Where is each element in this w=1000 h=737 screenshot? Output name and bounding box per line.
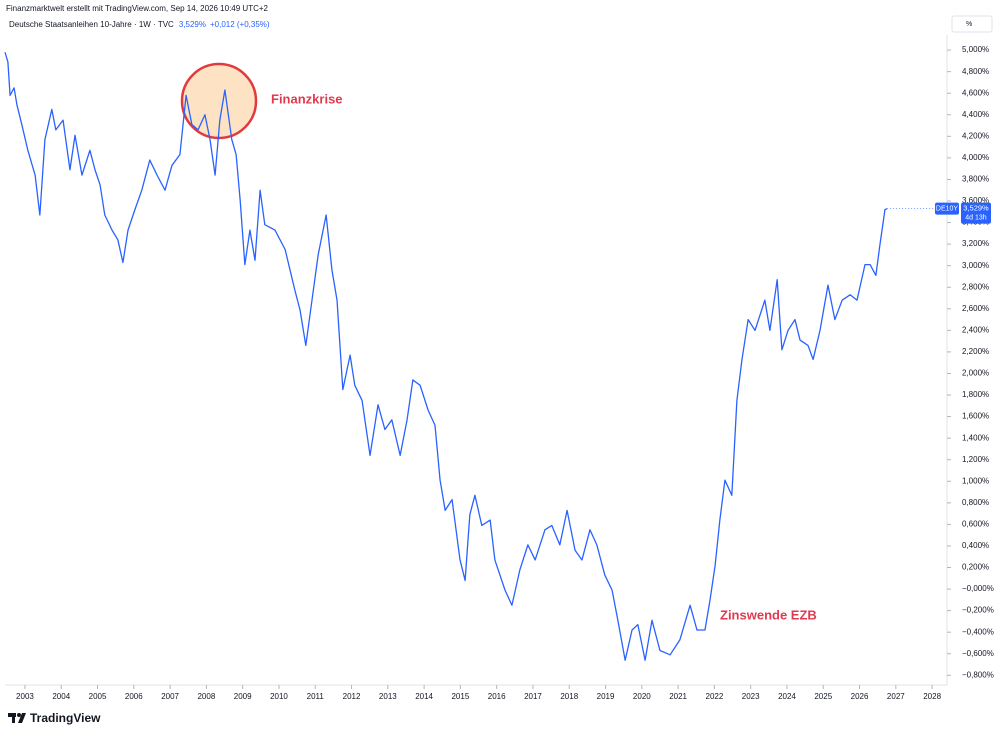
y-tick-label: 0,200% [962,563,989,572]
x-tick-label: 2004 [52,692,70,701]
x-tick-label: 2022 [706,692,724,701]
logo: TradingView [30,711,101,725]
y-tick-label: 4,000% [962,153,989,162]
x-tick-label: 2005 [89,692,107,701]
x-tick-label: 2009 [234,692,252,701]
symbol-tag-label: DE10Y [936,206,959,213]
y-tick-label: −0,600% [962,649,994,658]
y-tick-label: 2,800% [962,282,989,291]
y-tick-label: 4,400% [962,110,989,119]
y-tick-label: 3,000% [962,261,989,270]
crisis-circle [180,62,258,140]
y-tick-label: −0,400% [962,627,994,636]
x-tick-label: 2015 [451,692,469,701]
header-price: 3,529% [179,20,206,29]
y-tick-label: 3,800% [962,175,989,184]
y-tick-label: 0,400% [962,541,989,550]
x-tick-label: 2007 [161,692,179,701]
unit: % [966,21,972,28]
credit: Finanzmarktwelt erstellt mit TradingView… [6,4,269,13]
x-tick-label: 2010 [270,692,288,701]
y-tick-label: −0,000% [962,584,994,593]
x-tick-label: 2014 [415,692,433,701]
y-tick-label: 2,400% [962,325,989,334]
x-tick-label: 2017 [524,692,542,701]
x-tick-label: 2006 [125,692,143,701]
x-tick-label: 2012 [343,692,361,701]
price-tag-label: 3,529% [963,204,989,213]
x-tick-label: 2003 [16,692,34,701]
annotation: Zinswende EZB [720,607,817,622]
y-tick-label: 5,000% [962,45,989,54]
y-tick-label: 1,000% [962,476,989,485]
y-tick-label: 3,600% [962,196,989,205]
countdown: 4d 13h [965,215,987,222]
y-tick-label: 0,800% [962,498,989,507]
x-tick-label: 2018 [560,692,578,701]
x-tick-label: 2028 [923,692,941,701]
y-tick-label: 2,000% [962,369,989,378]
y-tick-label: 2,200% [962,347,989,356]
x-tick-label: 2021 [669,692,687,701]
logo-mark [8,713,26,723]
x-tick-label: 2025 [814,692,832,701]
header-change: +0,012 (+0,35%) [210,20,270,29]
unit-box [951,15,993,33]
x-tick-label: 2011 [307,692,325,701]
x-tick-label: 2027 [887,692,905,701]
y-tick-label: 4,200% [962,131,989,140]
y-tick-label: −0,800% [962,670,994,679]
price-line [4,52,888,661]
annotation: Finanzkrise [271,91,343,106]
y-tick-label: 1,200% [962,455,989,464]
y-tick-label: 1,800% [962,390,989,399]
y-tick-label: 0,600% [962,519,989,528]
y-tick-label: 1,400% [962,433,989,442]
x-tick-label: 2026 [851,692,869,701]
y-tick-label: 4,800% [962,67,989,76]
y-tick-label: 3,200% [962,239,989,248]
y-tick-label: 2,600% [962,304,989,313]
y-tick-label: −0,200% [962,606,994,615]
x-tick-label: 2020 [633,692,651,701]
x-tick-label: 2023 [742,692,760,701]
symbol-tag [935,202,959,215]
x-tick-label: 2008 [197,692,215,701]
x-tick-label: 2024 [778,692,796,701]
symbol: Deutsche Staatsanleihen 10-Jahre · 1W · … [9,20,174,29]
price-tag [961,202,991,224]
y-tick-label: 1,600% [962,412,989,421]
y-tick-label: 4,600% [962,88,989,97]
x-tick-label: 2013 [379,692,397,701]
x-tick-label: 2019 [597,692,615,701]
x-tick-label: 2016 [488,692,506,701]
